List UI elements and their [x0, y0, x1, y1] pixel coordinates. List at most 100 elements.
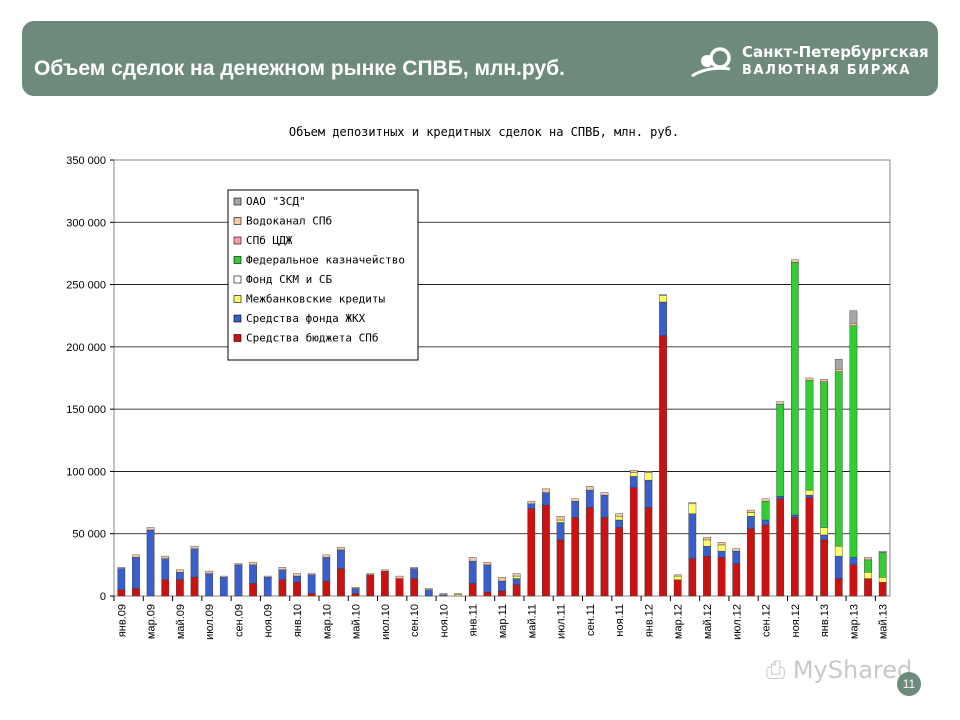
x-tick-label: мар.10	[321, 604, 333, 639]
bar-segment	[615, 519, 623, 528]
legend-label: Средства фонда ЖКХ	[246, 312, 366, 325]
legend-swatch	[233, 295, 242, 303]
bar-segment	[659, 295, 667, 303]
bar-segment	[644, 479, 653, 508]
x-tick-label: янв.10	[292, 604, 304, 637]
x-tick-label: янв.13	[819, 604, 831, 637]
x-tick-label: янв.09	[116, 604, 128, 637]
legend-label: Водоканал СПб	[246, 215, 332, 228]
bar-segment	[424, 588, 433, 590]
x-tick-label: мар.12	[673, 604, 685, 639]
x-tick-label: май.13	[878, 604, 890, 639]
spvb-logo-icon	[691, 47, 731, 78]
bar-segment	[659, 301, 667, 336]
y-tick-label: 250 000	[66, 280, 106, 292]
bar-segment	[410, 567, 419, 569]
logo-text-line2: ВАЛЮТНАЯ БИРЖА	[742, 63, 912, 78]
bar-segment	[410, 568, 419, 579]
bar-segment	[703, 555, 711, 597]
watermark-icon: ⎙	[766, 656, 786, 684]
bar-segment	[351, 588, 360, 594]
bar-segment	[644, 472, 653, 481]
bar-segment	[805, 380, 814, 491]
legend-label: Федеральное казначейство	[246, 254, 405, 267]
bar-segment	[732, 550, 741, 564]
bar-segment	[761, 498, 770, 502]
bar-segment	[849, 310, 858, 324]
legend-swatch	[233, 256, 242, 264]
x-tick-label: сен.12	[761, 604, 773, 637]
bar-segment	[439, 593, 448, 595]
x-tick-label: сен.09	[234, 604, 246, 637]
bar-segment	[132, 554, 140, 558]
bar-segment	[834, 369, 843, 372]
legend-label: ОАО "ЗСД"	[246, 195, 306, 208]
bar-segment	[307, 593, 316, 597]
bar-segment	[542, 488, 550, 493]
bar-segment	[805, 494, 814, 498]
bar-segment	[820, 381, 828, 528]
bar-segment	[381, 569, 389, 572]
bar-segment	[615, 527, 623, 597]
bars	[117, 259, 887, 597]
y-tick-label: 300 000	[66, 217, 106, 229]
bar-segment	[366, 573, 375, 576]
x-tick-label: июл.12	[731, 604, 743, 640]
bar-segment	[688, 502, 697, 505]
bar-segment	[571, 498, 580, 502]
bar-segment	[190, 577, 199, 597]
bar-segment	[820, 379, 828, 382]
bar-segment	[249, 564, 257, 584]
bar-segment	[805, 489, 814, 496]
legend-label: Фонд СКМ и СБ	[246, 273, 332, 286]
watermark: ⎙ MyShared	[766, 656, 912, 684]
bar-segment	[337, 549, 345, 569]
bar-segment	[732, 563, 741, 597]
bar-segment	[834, 545, 843, 557]
x-tick-label: май.09	[175, 604, 187, 639]
bar-segment	[498, 590, 506, 597]
bar-segment	[512, 573, 521, 577]
bar-segment	[542, 504, 550, 597]
bar-segment	[571, 501, 580, 518]
x-axis-ticks: янв.09 мар.09 май.09 июл.09 сен.09 ноя.09 янв.…	[113, 596, 890, 640]
bar-segment	[849, 564, 858, 597]
bar-segment	[629, 472, 638, 477]
y-tick-label: 100 000	[66, 466, 106, 478]
bar-segment	[747, 509, 755, 513]
x-tick-label: мар.11	[497, 604, 509, 638]
bar-segment	[878, 577, 887, 583]
bar-segment	[395, 578, 404, 597]
bar-segment	[703, 539, 711, 547]
bar-segment	[527, 508, 536, 597]
bar-segment	[542, 492, 550, 506]
bar-segment	[834, 371, 843, 547]
bar-segment	[483, 592, 492, 597]
y-tick-label: 50 000	[72, 529, 106, 541]
bar-segment	[293, 575, 301, 583]
bar-segment	[322, 580, 331, 597]
bar-segment	[834, 359, 843, 370]
bar-segment	[790, 261, 799, 516]
bar-segment	[659, 294, 667, 296]
bar-segment	[454, 593, 462, 595]
bar-segment	[717, 544, 726, 552]
bar-segment	[790, 259, 799, 263]
x-tick-label: май.10	[351, 604, 363, 639]
bar-segment	[190, 548, 199, 578]
bar-segment	[219, 577, 228, 597]
bar-segment	[717, 542, 726, 546]
bar-segment	[761, 524, 770, 597]
bar-segment	[585, 489, 594, 508]
bar-segment	[176, 572, 184, 581]
bar-segment	[747, 512, 755, 517]
legend-swatch	[233, 314, 242, 323]
logo-text-line1: Санкт-Петербургская	[742, 43, 929, 61]
bar-segment	[703, 545, 711, 557]
bar-segment	[820, 527, 828, 536]
bar-segment	[864, 557, 872, 561]
bar-segment	[132, 588, 140, 597]
bar-segment	[161, 579, 170, 597]
legend-swatch	[233, 334, 242, 342]
